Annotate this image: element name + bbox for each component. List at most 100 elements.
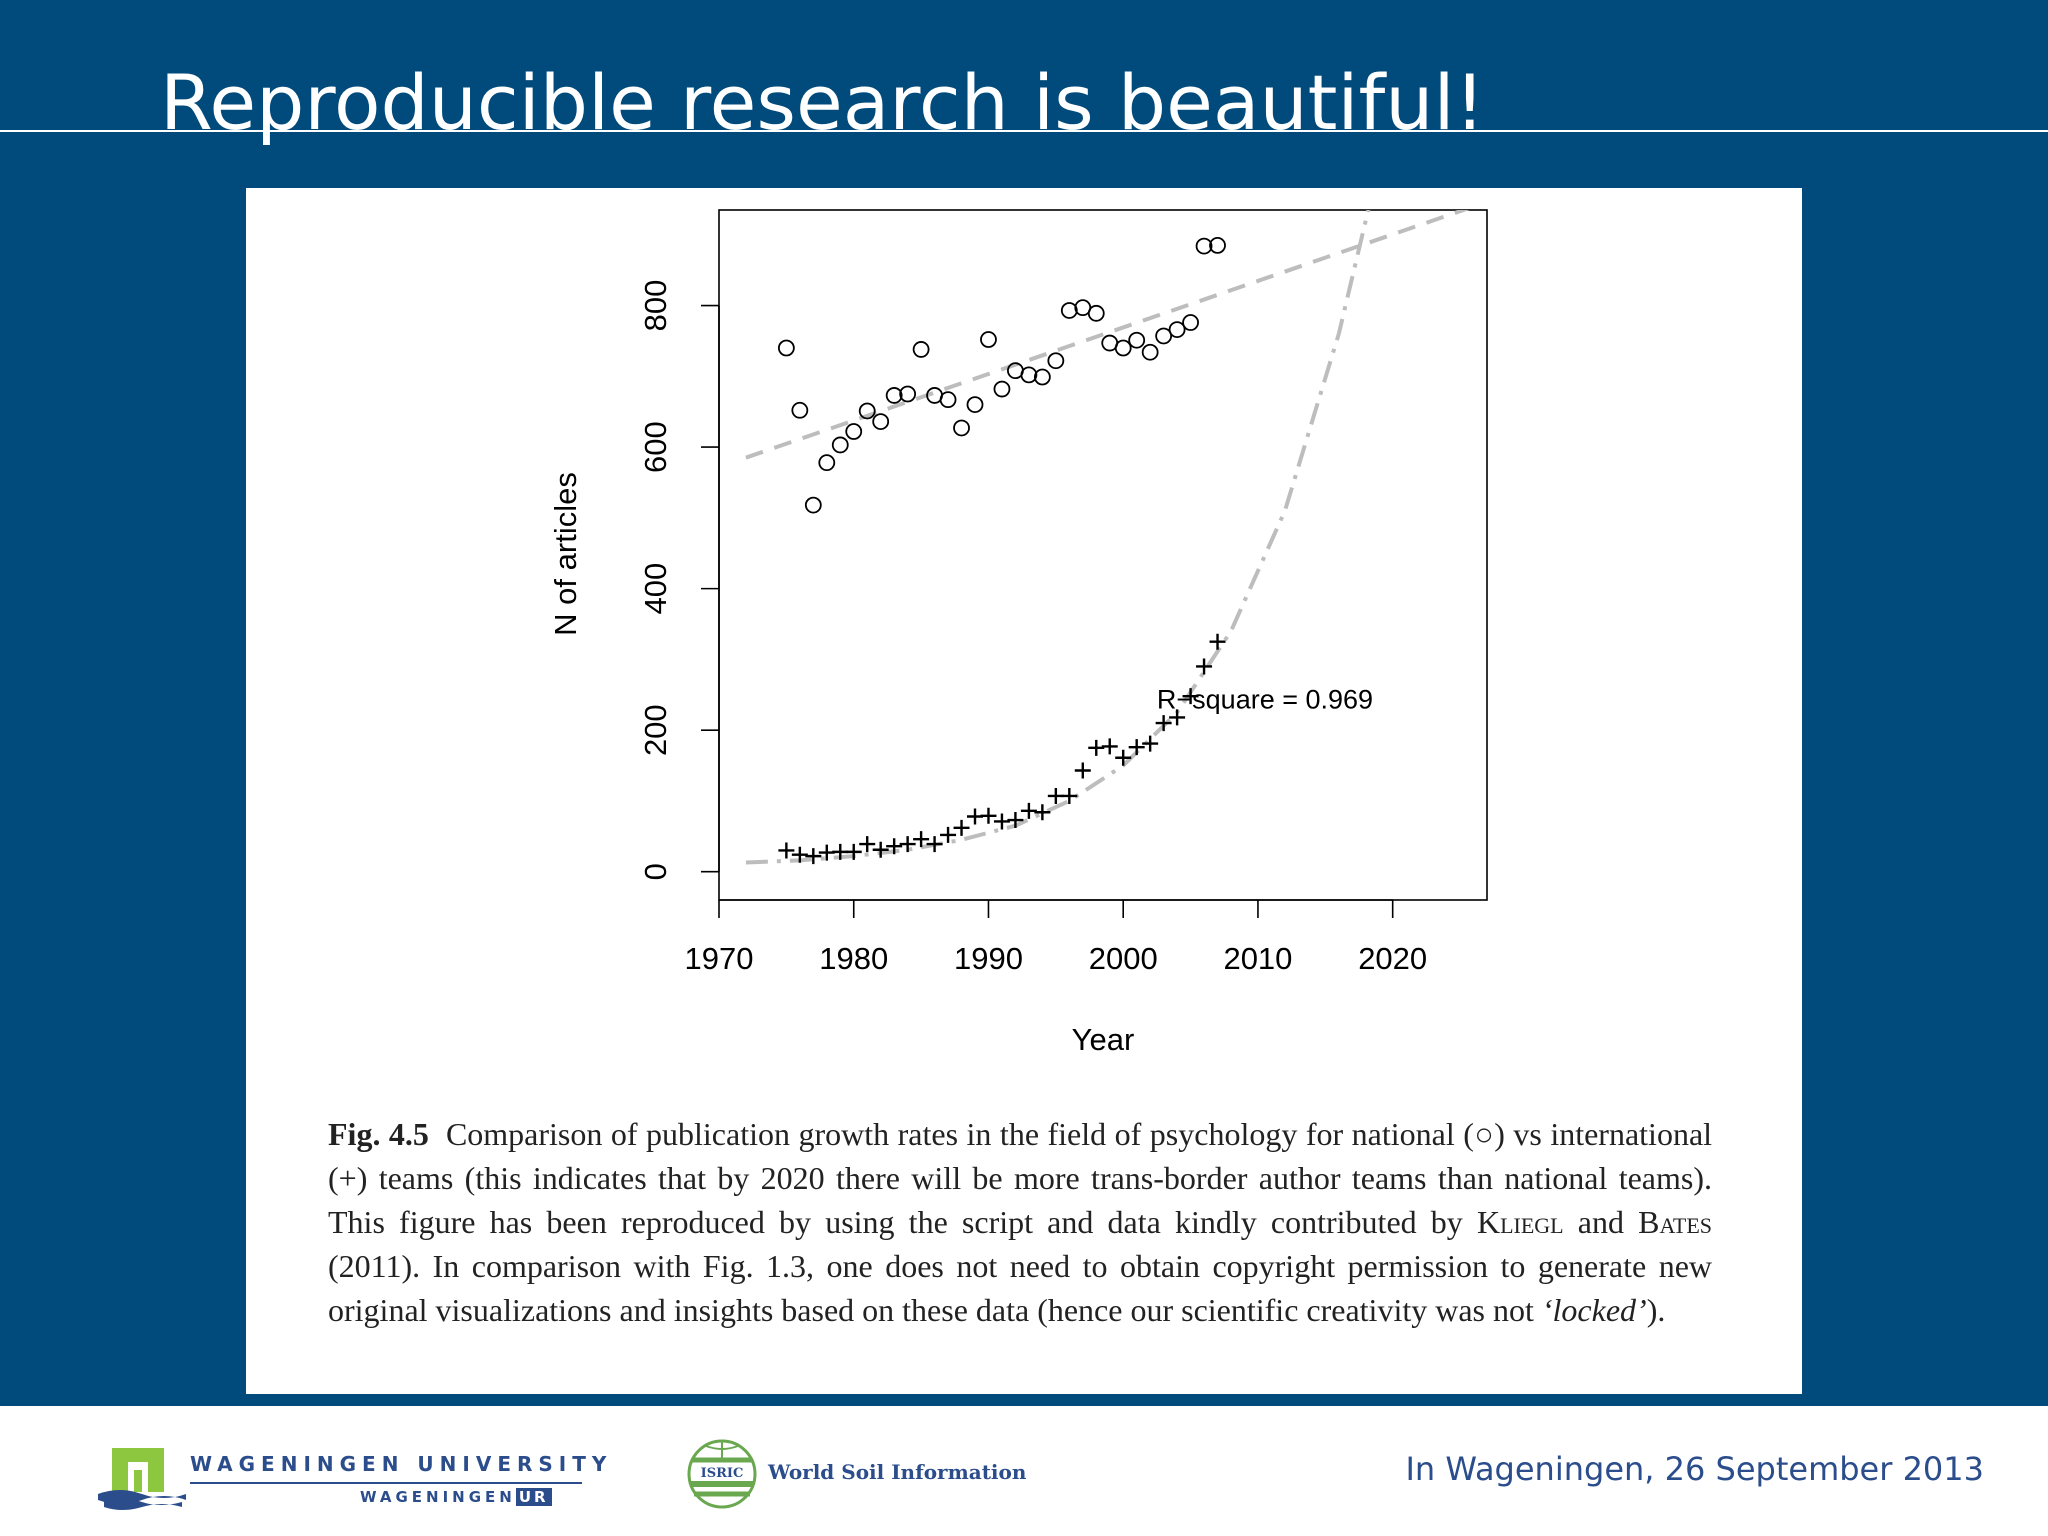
national-point [939, 391, 957, 409]
caption-national-symbol: ○ [1473, 1116, 1495, 1152]
international-point [1209, 633, 1226, 650]
international-point [859, 836, 876, 853]
x-tick-label: 1970 [685, 941, 754, 976]
caption-text-2: ) vs international (+) teams (this indic… [328, 1116, 1713, 1240]
title-divider [0, 130, 2048, 132]
y-tick-label: 0 [638, 863, 673, 880]
national-point [872, 413, 890, 431]
x-tick-label: 1980 [819, 941, 888, 976]
university-divider [190, 1482, 582, 1484]
caption-and: and [1563, 1204, 1639, 1240]
university-subname-text: WAGENINGEN [360, 1488, 516, 1506]
y-tick-label: 400 [638, 563, 673, 615]
national-point [777, 339, 795, 357]
y-tick-label: 200 [638, 704, 673, 756]
figure-caption: Fig. 4.5 Comparison of publication growt… [328, 1112, 1712, 1332]
figure-panel: 1970 1980 1990 2000 2010 2020 0 200 400 600 800 R−… [246, 188, 1802, 1394]
slide-footer: WAGENINGEN UNIVERSITY WAGENINGEN UR ISRIC… [0, 1406, 2048, 1536]
national-point [1047, 352, 1065, 370]
national-point [831, 436, 849, 454]
presentation-date: In Wageningen, 26 September 2013 [1405, 1450, 1984, 1488]
national-point [1182, 314, 1199, 331]
isric-logo-icon: ISRIC [687, 1439, 757, 1509]
international-point [953, 819, 970, 836]
international-point [993, 813, 1010, 830]
international-point [1034, 804, 1051, 821]
x-tick-label: 2000 [1089, 941, 1158, 976]
international-point [1196, 658, 1213, 675]
international-point [899, 836, 916, 853]
x-axis-label: Year [1072, 1022, 1135, 1057]
international-point [1115, 749, 1132, 766]
international-point [1074, 762, 1091, 779]
national-point [1033, 368, 1051, 386]
national-point [885, 387, 903, 404]
wageningen-logo-icon [98, 1448, 186, 1510]
international-point [1169, 709, 1186, 726]
international-point [1088, 739, 1105, 756]
fit-line-dashdot [745, 210, 1371, 865]
national-point [1168, 321, 1186, 339]
national-point [1087, 304, 1105, 322]
international-point [967, 808, 983, 825]
international-point [886, 838, 903, 855]
national-point [845, 423, 863, 440]
international-point [1155, 715, 1172, 732]
axes: 1970 1980 1990 2000 2010 2020 0 200 400 600 800 [638, 280, 1427, 976]
caption-author-kliegl: Kliegl [1476, 1204, 1564, 1240]
caption-text-end: ). [1646, 1292, 1666, 1328]
national-point [953, 419, 970, 437]
x-tick-label: 1990 [954, 941, 1023, 976]
national-point [858, 402, 876, 420]
international-point [845, 843, 862, 860]
international-point [818, 844, 835, 861]
chart-plot: 1970 1980 1990 2000 2010 2020 0 200 400 600 800 R−… [548, 209, 1488, 1057]
international-point [926, 836, 943, 853]
isric-name: World Soil Information [768, 1460, 1027, 1484]
international-point [778, 842, 795, 859]
national-point [899, 385, 917, 403]
international-point [1128, 739, 1145, 756]
national-point [1114, 339, 1132, 357]
international-point [1061, 787, 1078, 804]
caption-author-bates: Bates [1638, 1204, 1713, 1240]
international-point [1142, 735, 1159, 752]
international-point [1047, 787, 1064, 804]
y-tick-label: 600 [638, 421, 673, 473]
international-point [1007, 812, 1024, 829]
international-point [805, 848, 822, 865]
national-point [1141, 343, 1159, 361]
university-ur-badge: UR [515, 1488, 552, 1506]
x-tick-label: 2020 [1358, 941, 1427, 976]
caption-text-3: (2011). In comparison with Fig. 1.3, one… [328, 1248, 1712, 1328]
international-point [872, 841, 889, 858]
national-point [791, 401, 809, 419]
university-name: WAGENINGEN UNIVERSITY [190, 1452, 613, 1476]
international-point [1020, 802, 1037, 819]
international-point [913, 831, 930, 848]
slide-title: Reproducible research is beautiful! [160, 58, 1486, 147]
national-point [980, 331, 997, 348]
caption-figure-label: Fig. 4.5 [328, 1116, 429, 1152]
national-point [1128, 331, 1146, 349]
fit-lines [745, 210, 1470, 865]
international-point [791, 846, 808, 863]
national-point [1209, 236, 1226, 254]
x-tick-label: 2010 [1223, 941, 1292, 976]
university-subname: WAGENINGEN UR [360, 1488, 552, 1506]
national-point [912, 341, 930, 358]
fit-line-dashed [745, 210, 1470, 460]
r-square-annotation: R−square = 0.969 [1157, 685, 1373, 715]
caption-locked-word: ‘locked’ [1541, 1292, 1647, 1328]
international-point [1101, 738, 1118, 755]
data-points [777, 236, 1226, 865]
national-point [1020, 366, 1038, 384]
national-point [818, 454, 836, 472]
national-point [966, 396, 984, 414]
national-point [1060, 302, 1078, 319]
y-axis-label: N of articles [548, 472, 583, 636]
national-point [1155, 327, 1173, 345]
international-point [832, 843, 849, 860]
national-point [993, 380, 1011, 398]
isric-logo-text: ISRIC [701, 1466, 744, 1481]
